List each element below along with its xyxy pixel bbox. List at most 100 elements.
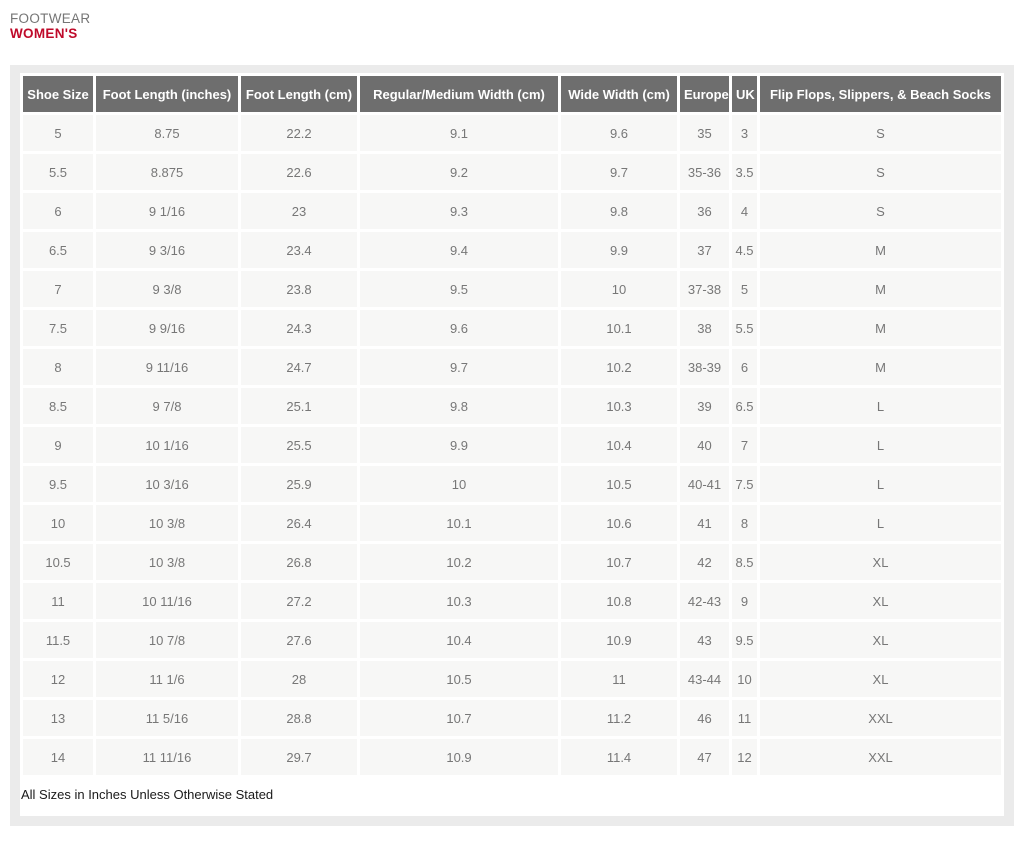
table-cell: 12 [732,739,757,775]
table-cell: 10 [561,271,677,307]
table-cell: 11 [561,661,677,697]
table-cell: 9 7/8 [96,388,238,424]
category-label: FOOTWEAR [10,11,91,26]
table-cell: 9 [23,427,93,463]
table-cell: 9.9 [360,427,558,463]
table-cell: 10.8 [561,583,677,619]
table-cell: 10 3/8 [96,544,238,580]
table-cell: L [760,505,1001,541]
column-header: UK [732,76,757,112]
table-cell: 3.5 [732,154,757,190]
table-cell: 40 [680,427,729,463]
table-cell: 10.2 [561,349,677,385]
page-title: WOMEN'S [10,26,78,41]
table-cell: 37 [680,232,729,268]
table-cell: 8.875 [96,154,238,190]
table-cell: 6.5 [732,388,757,424]
table-cell: 8.5 [23,388,93,424]
table-cell: M [760,310,1001,346]
column-header: Flip Flops, Slippers, & Beach Socks [760,76,1001,112]
size-chart-content: Shoe Size Foot Length (inches) Foot Length… [20,73,1004,816]
table-row: 13 11 5/16 28.8 10.7 11.2 46 11 XXL [23,700,1001,736]
table-cell: 10.5 [360,661,558,697]
table-row: 9.5 10 3/16 25.9 10 10.5 40-41 7.5 L [23,466,1001,502]
table-cell: 9.5 [360,271,558,307]
table-cell: 10.2 [360,544,558,580]
table-cell: 42 [680,544,729,580]
table-cell: 6 [732,349,757,385]
table-cell: XL [760,622,1001,658]
table-cell: 10.5 [561,466,677,502]
table-cell: 14 [23,739,93,775]
table-cell: 7.5 [732,466,757,502]
table-cell: 26.4 [241,505,357,541]
column-header: Wide Width (cm) [561,76,677,112]
table-cell: 10 [23,505,93,541]
table-cell: L [760,427,1001,463]
table-cell: 8.5 [732,544,757,580]
table-cell: 9.6 [561,115,677,151]
table-cell: 24.3 [241,310,357,346]
table-cell: 10.4 [561,427,677,463]
table-cell: 7 [732,427,757,463]
table-cell: 10.9 [561,622,677,658]
table-cell: 11 [732,700,757,736]
table-cell: 11 [23,583,93,619]
table-cell: 8.75 [96,115,238,151]
table-row: 10 10 3/8 26.4 10.1 10.6 41 8 L [23,505,1001,541]
table-cell: 36 [680,193,729,229]
table-cell: 25.1 [241,388,357,424]
table-cell: M [760,232,1001,268]
table-cell: 10 7/8 [96,622,238,658]
table-cell: 9 11/16 [96,349,238,385]
table-cell: 26.8 [241,544,357,580]
table-cell: 9.8 [360,388,558,424]
table-cell: 29.7 [241,739,357,775]
table-cell: 10.7 [561,544,677,580]
table-cell: 4 [732,193,757,229]
table-cell: 9.5 [23,466,93,502]
table-cell: 9.4 [360,232,558,268]
table-cell: 7 [23,271,93,307]
table-cell: 10 [360,466,558,502]
table-row: 11.5 10 7/8 27.6 10.4 10.9 43 9.5 XL [23,622,1001,658]
table-cell: 41 [680,505,729,541]
footnote: All Sizes in Inches Unless Otherwise Sta… [20,778,1004,812]
table-cell: S [760,115,1001,151]
table-row: 5.5 8.875 22.6 9.2 9.7 35-36 3.5 S [23,154,1001,190]
table-cell: 10.1 [561,310,677,346]
table-cell: 9 [732,583,757,619]
size-chart-panel: Shoe Size Foot Length (inches) Foot Length… [10,65,1014,826]
table-cell: XXL [760,739,1001,775]
table-cell: 10.6 [561,505,677,541]
table-cell: 9.1 [360,115,558,151]
table-cell: 38 [680,310,729,346]
table-cell: S [760,154,1001,190]
table-cell: M [760,271,1001,307]
table-row: 11 10 11/16 27.2 10.3 10.8 42-43 9 XL [23,583,1001,619]
table-cell: M [760,349,1001,385]
table-cell: S [760,193,1001,229]
table-cell: 9.7 [360,349,558,385]
table-cell: XL [760,583,1001,619]
table-cell: 11 11/16 [96,739,238,775]
table-cell: L [760,388,1001,424]
column-header: Shoe Size [23,76,93,112]
table-header-row: Shoe Size Foot Length (inches) Foot Length… [23,76,1001,112]
table-row: 9 10 1/16 25.5 9.9 10.4 40 7 L [23,427,1001,463]
table-cell: 5 [732,271,757,307]
size-chart-table: Shoe Size Foot Length (inches) Foot Length… [20,73,1004,778]
table-cell: 9.5 [732,622,757,658]
table-cell: 27.2 [241,583,357,619]
table-row: 6.5 9 3/16 23.4 9.4 9.9 37 4.5 M [23,232,1001,268]
table-cell: XXL [760,700,1001,736]
table-cell: 9.8 [561,193,677,229]
table-cell: 24.7 [241,349,357,385]
table-row: 7.5 9 9/16 24.3 9.6 10.1 38 5.5 M [23,310,1001,346]
table-cell: 22.2 [241,115,357,151]
table-cell: 11.2 [561,700,677,736]
table-cell: 10 1/16 [96,427,238,463]
table-cell: 28.8 [241,700,357,736]
table-cell: 9.9 [561,232,677,268]
